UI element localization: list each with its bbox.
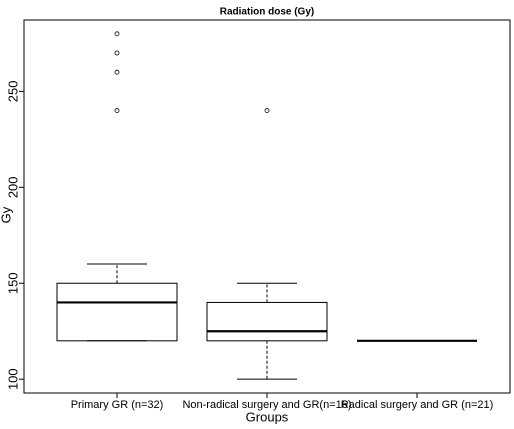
x-tick-label: Radical surgery and GR (n=21) bbox=[341, 399, 494, 411]
plot-frame bbox=[23, 19, 511, 394]
x-tick-label: Non-radical surgery and GR(n=16) bbox=[182, 399, 351, 411]
outlier bbox=[114, 50, 120, 56]
chart-title: Radiation dose (Gy) bbox=[220, 7, 314, 18]
box bbox=[206, 301, 328, 342]
y-tick-label: 250 bbox=[5, 81, 20, 103]
y-tick-label: 150 bbox=[5, 272, 20, 294]
outlier bbox=[264, 108, 270, 113]
outlier bbox=[114, 31, 120, 37]
y-tick-label: 200 bbox=[5, 176, 20, 198]
box bbox=[56, 282, 178, 342]
x-axis-title: Groups bbox=[246, 409, 289, 424]
x-tick-label: Primary GR (n=32) bbox=[71, 399, 164, 411]
outlier bbox=[114, 69, 120, 75]
y-tick-label: 100 bbox=[5, 368, 20, 390]
outlier bbox=[114, 108, 120, 113]
y-axis-title: Gy bbox=[0, 206, 13, 223]
